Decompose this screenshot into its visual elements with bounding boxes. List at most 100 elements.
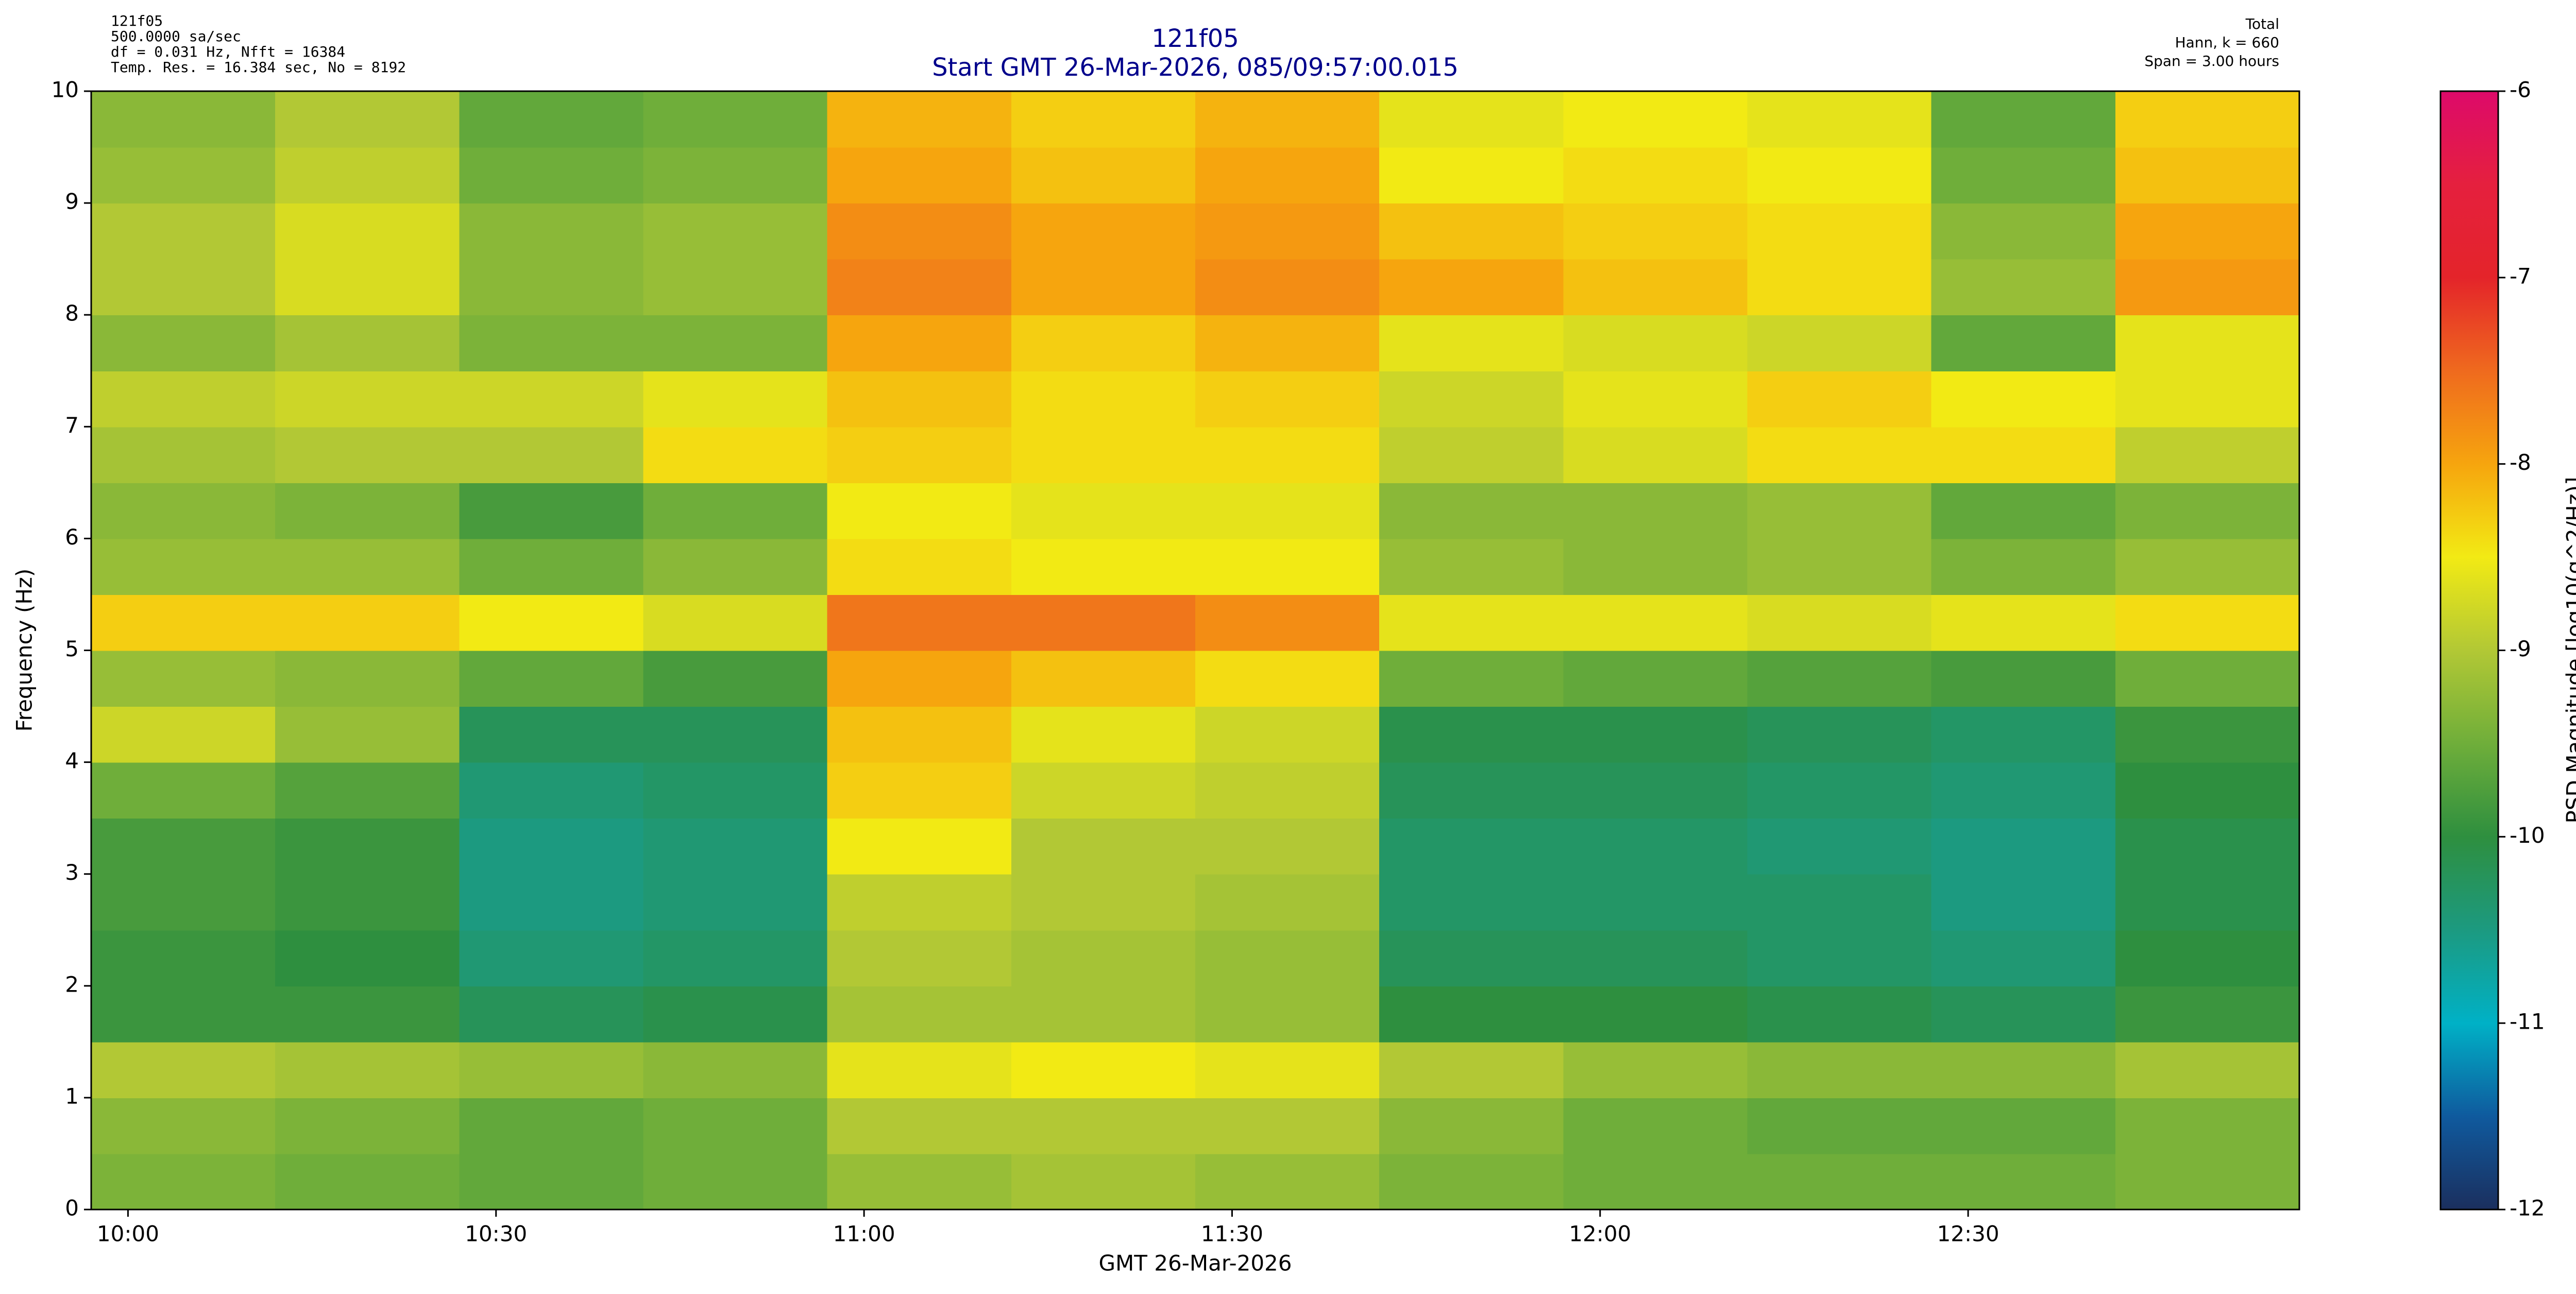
annotation: Temp. Res. = 16.384 sec, No = 8192 — [111, 59, 406, 76]
heatmap-cell — [1379, 427, 1564, 483]
heatmap-cell — [1379, 930, 1564, 986]
colorbar-tick-label: -6 — [2510, 77, 2531, 103]
heatmap-cell — [1379, 650, 1564, 707]
heatmap-cell — [275, 91, 460, 148]
heatmap-cell — [1011, 985, 1196, 1043]
y-tick-label: 6 — [65, 524, 79, 550]
heatmap-cell — [91, 762, 276, 819]
heatmap-cell — [275, 1042, 460, 1098]
chart-title: 121f05 — [1151, 24, 1239, 53]
y-axis-label: Frequency (Hz) — [12, 569, 37, 732]
x-tick-label: 11:00 — [833, 1221, 895, 1247]
heatmap-cell — [643, 427, 828, 483]
annotation: Total — [2245, 15, 2279, 32]
heatmap-cell — [91, 818, 276, 875]
heatmap-cell — [1747, 203, 1932, 260]
heatmap-cell — [1195, 259, 1380, 316]
heatmap-cell — [1563, 315, 1748, 371]
heatmap-cell — [91, 203, 276, 260]
heatmap-cell — [643, 594, 828, 651]
heatmap-cell — [1563, 650, 1748, 707]
heatmap-cell — [1195, 1153, 1380, 1210]
heatmap-cell — [1747, 930, 1932, 986]
heatmap-cell — [1195, 930, 1380, 986]
y-tick-label: 4 — [65, 748, 79, 773]
heatmap-cell — [275, 650, 460, 707]
x-tick-label: 12:00 — [1569, 1221, 1631, 1247]
heatmap-cell — [1011, 650, 1196, 707]
heatmap-cell — [1195, 985, 1380, 1043]
heatmap-cell — [643, 91, 828, 148]
heatmap-cell — [1747, 259, 1932, 316]
y-tick-label: 2 — [65, 972, 79, 997]
heatmap-cell — [2115, 594, 2300, 651]
heatmap-cell — [1011, 874, 1196, 931]
heatmap-cell — [1195, 706, 1380, 763]
heatmap-cell — [2115, 1042, 2300, 1098]
annotation: 121f05 — [111, 12, 163, 29]
heatmap-cell — [827, 930, 1012, 986]
heatmap-cell — [275, 538, 460, 595]
heatmap-cell — [643, 650, 828, 707]
colorbar-tick-label: -8 — [2510, 450, 2531, 475]
heatmap-cell — [1931, 538, 2116, 595]
heatmap-cell — [1931, 147, 2116, 204]
colorbar-tick-label: -11 — [2510, 1009, 2545, 1034]
x-tick-label: 12:30 — [1937, 1221, 1999, 1247]
heatmap-cell — [1195, 1097, 1380, 1154]
heatmap-cell — [1563, 203, 1748, 260]
y-tick-label: 8 — [65, 301, 79, 326]
heatmap-cell — [1747, 594, 1932, 651]
heatmap-cell — [827, 818, 1012, 875]
heatmap-cell — [827, 1042, 1012, 1098]
heatmap-cell — [459, 762, 644, 819]
heatmap-cell — [1011, 427, 1196, 483]
heatmap-cell — [275, 818, 460, 875]
heatmap-cell — [459, 427, 644, 483]
heatmap-cell — [2115, 874, 2300, 931]
heatmap-cell — [1747, 650, 1932, 707]
heatmap-cell — [643, 706, 828, 763]
heatmap-cell — [1011, 538, 1196, 595]
heatmap-cell — [275, 203, 460, 260]
heatmap-cell — [643, 930, 828, 986]
heatmap-cell — [1379, 538, 1564, 595]
annotation: df = 0.031 Hz, Nfft = 16384 — [111, 43, 345, 60]
y-tick-label: 7 — [65, 413, 79, 438]
heatmap-cell — [1195, 538, 1380, 595]
heatmap-cell — [1931, 594, 2116, 651]
heatmap-cell — [827, 650, 1012, 707]
heatmap-cell — [1931, 1097, 2116, 1154]
heatmap-cell — [275, 1153, 460, 1210]
heatmap-cell — [1563, 1042, 1748, 1098]
heatmap-cell — [1195, 874, 1380, 931]
heatmap-cell — [275, 594, 460, 651]
heatmap-cell — [2115, 203, 2300, 260]
heatmap-cell — [91, 650, 276, 707]
heatmap-cell — [827, 594, 1012, 651]
heatmap-cell — [827, 985, 1012, 1043]
heatmap-cell — [91, 1042, 276, 1098]
heatmap-cell — [643, 1153, 828, 1210]
heatmap-cell — [1747, 706, 1932, 763]
heatmap-cell — [1379, 259, 1564, 316]
heatmap-cell — [643, 147, 828, 204]
heatmap-cell — [1195, 650, 1380, 707]
y-tick-label: 3 — [65, 860, 79, 885]
heatmap-cell — [275, 259, 460, 316]
heatmap-cell — [643, 482, 828, 539]
heatmap-cell — [1011, 259, 1196, 316]
heatmap-cell — [827, 1153, 1012, 1210]
heatmap-cell — [2115, 147, 2300, 204]
heatmap-cell — [1195, 370, 1380, 428]
heatmap-cell — [91, 1153, 276, 1210]
heatmap-cell — [1011, 1042, 1196, 1098]
heatmap-cell — [1379, 203, 1564, 260]
heatmap-cell — [1747, 762, 1932, 819]
heatmap-cell — [1563, 818, 1748, 875]
heatmap-cell — [2115, 706, 2300, 763]
heatmap-cell — [459, 1097, 644, 1154]
heatmap-cell — [1563, 874, 1748, 931]
heatmap-cell — [1563, 762, 1748, 819]
